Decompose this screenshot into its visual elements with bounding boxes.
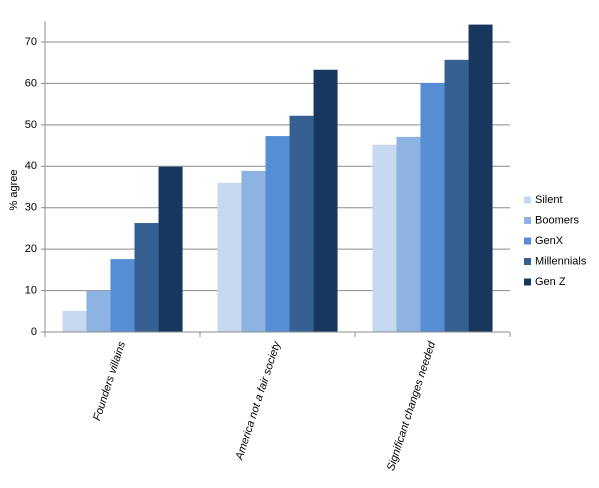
legend-label: Gen Z xyxy=(535,276,566,288)
legend-swatch xyxy=(524,217,531,224)
bar xyxy=(241,170,266,332)
bar xyxy=(396,136,421,332)
bar xyxy=(158,166,183,332)
legend-swatch xyxy=(524,278,531,286)
bar xyxy=(468,24,493,332)
legend-label: Boomers xyxy=(535,214,580,226)
y-tick-label: 50 xyxy=(25,119,37,131)
legend-label: Silent xyxy=(535,194,563,206)
bar xyxy=(444,59,469,333)
y-tick-label: 60 xyxy=(25,77,37,89)
y-tick-label: 40 xyxy=(25,160,37,172)
bar xyxy=(313,69,338,332)
bar xyxy=(289,115,314,332)
bar xyxy=(420,83,445,332)
legend-swatch xyxy=(524,258,531,265)
bar xyxy=(372,144,397,332)
y-tick-label: 20 xyxy=(25,243,37,255)
y-tick-label: 30 xyxy=(25,202,37,214)
legend-swatch xyxy=(524,196,531,204)
y-axis-title: % agree xyxy=(8,170,20,211)
bar xyxy=(217,182,242,332)
bar xyxy=(265,136,290,332)
x-tick-label: America not a fair society xyxy=(233,339,283,463)
legend-swatch xyxy=(524,237,531,245)
legend-label: Millennials xyxy=(535,255,587,267)
y-tick-label: 70 xyxy=(25,36,37,48)
x-tick-label: Founders villains xyxy=(91,340,128,423)
legend-label: GenX xyxy=(535,235,564,247)
bar xyxy=(134,223,159,332)
bar xyxy=(86,290,111,332)
bar xyxy=(62,310,87,332)
x-tick-label: Significant changes needed xyxy=(385,339,438,472)
bar xyxy=(110,259,135,332)
y-tick-label: 10 xyxy=(25,284,37,296)
y-tick-label: 0 xyxy=(31,326,37,338)
